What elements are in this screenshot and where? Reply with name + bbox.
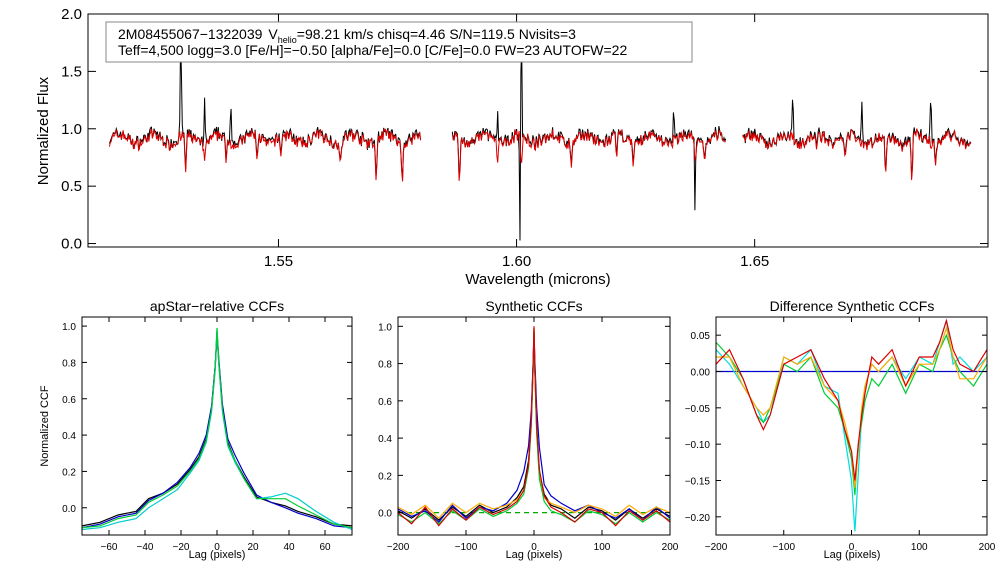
spectrum-ytick-label: 1.5: [61, 63, 82, 80]
apstar-ccf-xtick-label: 40: [283, 542, 295, 553]
synthetic-ccf-xtick-label: −100: [455, 542, 478, 553]
synthetic-ccf-series-visit-4: [397, 329, 671, 525]
synthetic-ccf-xtick-label: 200: [662, 542, 679, 553]
synthetic-ccf-xtick-label: 100: [594, 542, 611, 553]
annotation-line-2: Teff=4,500 logg=3.0 [Fe/H]=−0.50 [alpha/…: [118, 42, 627, 58]
annotation-v-label: V: [268, 26, 278, 42]
apstar-ccf-series-visit-3: [81, 329, 353, 531]
difference-ccf-plot-frame: [715, 316, 988, 536]
spectrum-panel: 1.55 1.60 1.65 0.0 0.5 1.0 1.5 2.0 Normalized F…: [35, 6, 989, 288]
difference-ccf-panel: Difference Synthetic CCFs −200 −100 0 100 20…: [685, 298, 996, 561]
spectrum-ytick-label: 1.0: [61, 121, 82, 138]
apstar-ccf-xtick-label: −20: [173, 542, 190, 553]
apstar-ccf-xtick-label: 20: [247, 542, 259, 553]
difference-ccf-ytick-label: −0.20: [685, 513, 711, 524]
synthetic-ccf-data-group: [397, 326, 671, 527]
spectrum-ytick-label: 0.0: [61, 236, 82, 253]
synthetic-ccf-title: Synthetic CCFs: [485, 298, 582, 314]
apstar-ccf-panel: apStar−relative CCFs −60 −40 −20 0 20 40 60 0.0…: [39, 298, 353, 561]
synthetic-ccf-ytick-label: 0.4: [378, 434, 392, 445]
synthetic-spectrum-chip-2: [451, 129, 726, 181]
apstar-ccf-ytick-label: 0.8: [62, 358, 76, 369]
apstar-ccf-xtick-label: −40: [137, 542, 154, 553]
annotation-v-rest: =98.21 km/s chisq=4.46 S/N=119.5 Nvisits…: [297, 26, 576, 42]
apstar-ccf-ylabel: Normalized CCF: [39, 385, 51, 467]
synthetic-ccf-ytick-label: 0.2: [378, 471, 392, 482]
difference-ccf-ytick-label: 0.05: [691, 331, 711, 342]
spectrum-xlabel: Wavelength (microns): [465, 271, 610, 288]
annotation-v-subscript: helio: [278, 35, 297, 45]
difference-ccf-ytick-label: −0.10: [685, 440, 711, 451]
synthetic-ccf-ytick-label: 0.8: [378, 360, 392, 371]
difference-ccf-xtick-label: 200: [979, 542, 996, 553]
spectrum-data-group: [108, 38, 972, 241]
difference-ccf-title: Difference Synthetic CCFs: [770, 298, 935, 314]
synthetic-ccf-series-visit-5: [397, 326, 671, 527]
difference-ccf-xtick-label: −100: [772, 542, 795, 553]
difference-ccf-series-yellow: [716, 325, 988, 488]
apstar-ccf-ytick-label: 0.4: [62, 431, 76, 442]
difference-ccf-xtick-label: −200: [705, 542, 728, 553]
apstar-ccf-series-visit-1: [81, 335, 353, 527]
annotation-star-id: 2M08455067−1322039: [118, 26, 263, 42]
spectrum-xtick-label: 1.55: [264, 253, 293, 270]
spectrum-annotation-box: [105, 21, 693, 63]
difference-ccf-ytick-label: 0.00: [691, 368, 711, 379]
difference-ccf-xtick-label: 100: [911, 542, 928, 553]
spectrum-xtick-label: 1.65: [740, 253, 769, 270]
synthetic-spectrum-chip-1: [108, 128, 422, 182]
synthetic-ccf-ytick-label: 1.0: [378, 322, 392, 333]
spectrum-ticks: 1.55 1.60 1.65 0.0 0.5 1.0 1.5 2.0: [61, 6, 988, 270]
synthetic-ccf-xtick-label: 0: [531, 542, 537, 553]
synthetic-ccf-xtick-label: −200: [387, 542, 410, 553]
difference-ccf-ticks: −200 −100 0 100 200 0.05 0.00 −0.05 −0.10 −0.15 −0…: [685, 317, 996, 553]
apstar-ccf-xlabel: Lag (pixels): [189, 549, 246, 561]
apstar-ccf-ytick-label: 0.6: [62, 395, 76, 406]
apstar-ccf-xtick-label: 0: [214, 542, 220, 553]
spectrum-plot-frame: [87, 13, 989, 248]
apstar-ccf-series-combined: [81, 327, 353, 529]
apstar-ccf-xtick-label: −60: [101, 542, 118, 553]
spectrum-ytick-label: 2.0: [61, 6, 82, 23]
synthetic-ccf-ticks: −200 −100 0 100 200 0.0 0.2 0.4 0.6 0.8 1.0: [378, 317, 679, 553]
synthetic-ccf-ytick-label: 0.0: [378, 509, 392, 520]
difference-ccf-data-group: [715, 318, 988, 532]
apstar-ccf-ytick-label: 0.2: [62, 467, 76, 478]
apstar-ccf-title: apStar−relative CCFs: [150, 298, 284, 314]
spectrum-ytick-label: 0.5: [61, 178, 82, 195]
apstar-ccf-ytick-label: 1.0: [62, 322, 76, 333]
difference-ccf-series-cyan: [715, 320, 988, 532]
synthetic-spectrum-chip-3: [742, 128, 972, 181]
synthetic-ccf-xlabel: Lag (pixels): [506, 549, 563, 561]
apstar-ccf-series-visit-2: [81, 331, 353, 529]
apstar-ccf-ytick-label: 0.0: [62, 504, 76, 515]
difference-ccf-ytick-label: −0.15: [685, 477, 711, 488]
synthetic-ccf-panel: Synthetic CCFs −200 −100 0 100 200 0.0 0.2 0.4 0…: [378, 298, 679, 561]
observed-spectrum-chip-2: [451, 46, 727, 241]
apstar-ccf-ticks: −60 −40 −20 0 20 40 60 0.0 0.2 0.4 0.6 0.8 1.0: [62, 317, 352, 553]
spectrum-xtick-label: 1.60: [502, 253, 531, 270]
apstar-ccf-xtick-label: 60: [319, 542, 331, 553]
difference-ccf-ytick-label: −0.05: [685, 404, 711, 415]
apstar-ccf-data-group: [81, 327, 353, 531]
apstar-ccf-plot-frame: [81, 316, 353, 536]
synthetic-ccf-ytick-label: 0.6: [378, 397, 392, 408]
difference-ccf-xlabel: Lag (pixels): [824, 549, 881, 561]
difference-ccf-xtick-label: 0: [849, 542, 855, 553]
annotation-line-1: 2M08455067−1322039 Vhelio=98.21 km/s chis…: [118, 26, 576, 45]
difference-ccf-series-red: [715, 318, 988, 481]
spectrum-ylabel: Normalized Flux: [35, 76, 52, 185]
